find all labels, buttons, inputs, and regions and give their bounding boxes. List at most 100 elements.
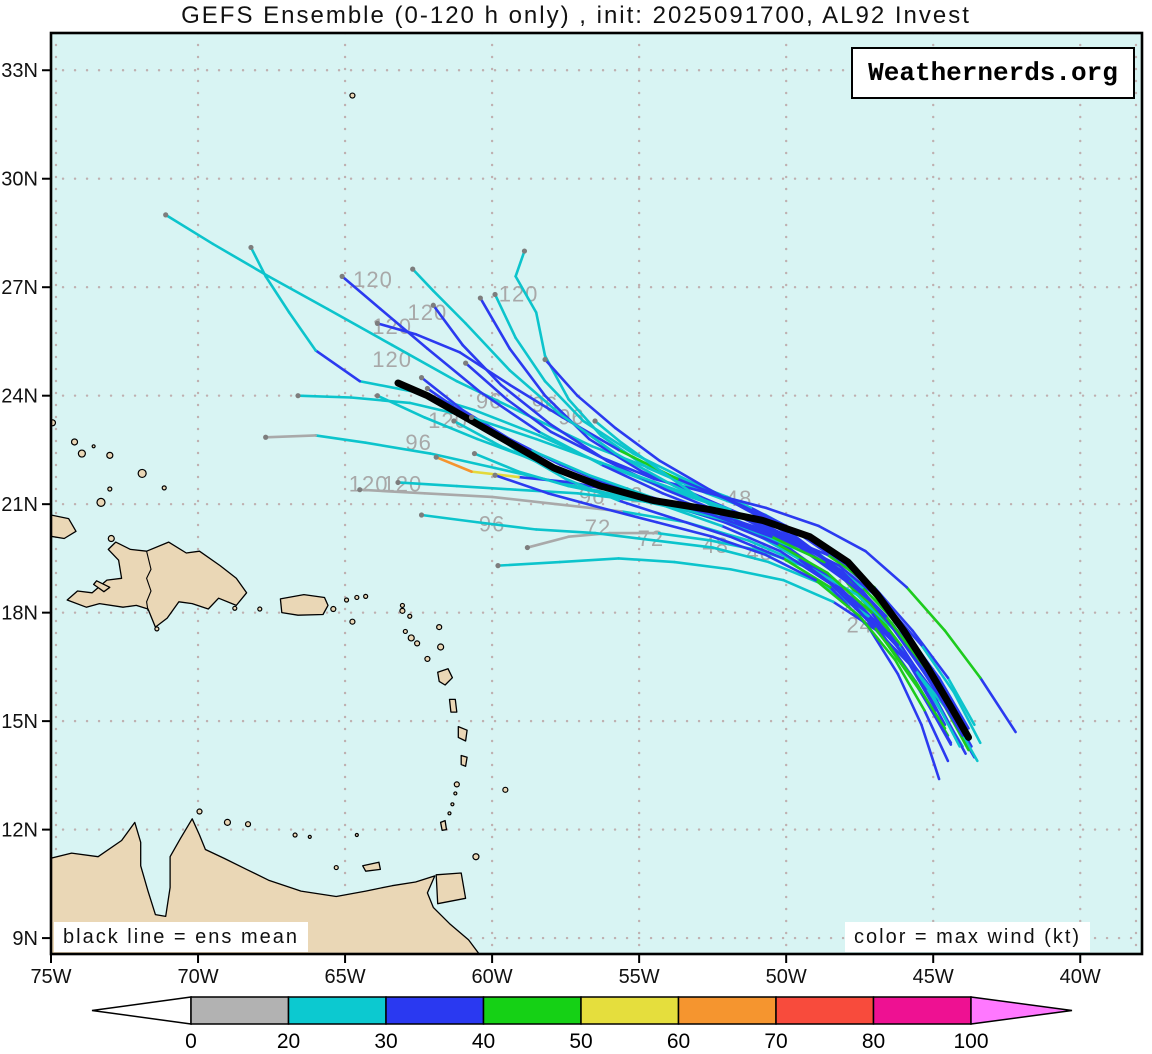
- land-hispaniola: [66, 541, 248, 628]
- x-axis-tick-label: 40W: [1060, 966, 1101, 988]
- colorbar-tick-label: 70: [764, 1030, 787, 1053]
- colorbar-tick-label: 60: [667, 1030, 690, 1053]
- island-la-blanquilla: [354, 832, 359, 838]
- land-trinidad: [435, 872, 467, 905]
- colorbar-tick-label: 30: [374, 1030, 397, 1053]
- island-little-inagua: [107, 486, 113, 492]
- haiti-dr-border: [146, 551, 152, 611]
- island-antigua: [437, 643, 445, 651]
- island-tortola: [354, 594, 360, 601]
- land-st-lucia: [460, 754, 468, 767]
- colorbar: 0 20 30 40 50 60 70 80 100: [91, 996, 1073, 1053]
- island-mayaguana: [106, 451, 114, 459]
- island-nevis: [414, 640, 421, 647]
- island-st-vincent: [453, 781, 460, 788]
- colorbar-segment: [287, 996, 387, 1025]
- colorbar-tick-label: 80: [862, 1030, 885, 1053]
- watermark-text: Weathernerds.org: [868, 58, 1118, 88]
- colorbar-segment: [872, 996, 972, 1025]
- y-axis-tick-label: 12N: [1, 820, 38, 842]
- island-bonaire: [244, 821, 252, 828]
- land-gonave: [92, 580, 111, 593]
- colorbar-segment: [580, 996, 680, 1025]
- watermark-box: Weathernerds.org: [851, 47, 1135, 99]
- colorbar-tick-label: 0: [185, 1030, 197, 1053]
- island-la-orchila: [307, 834, 312, 839]
- landmasses: [51, 92, 509, 954]
- color-scale-legend-text: color = max wind (kt): [854, 925, 1082, 948]
- ensemble-track: [426, 387, 944, 701]
- island-st-croix: [349, 618, 356, 625]
- island-saona: [232, 605, 238, 611]
- colorbar-tick-label: 40: [472, 1030, 495, 1053]
- ensemble-track: [376, 394, 947, 730]
- x-axis-tick-label: 60W: [472, 966, 513, 988]
- land-cuba-tip: [51, 514, 77, 540]
- hour-label: 120: [499, 282, 539, 307]
- island-st-kitts: [407, 634, 415, 642]
- land-guadeloupe: [437, 668, 454, 686]
- mean-line-legend: black line = ens mean: [54, 922, 309, 952]
- island-mona: [257, 606, 263, 612]
- colorbar-left-arrow: [91, 996, 192, 1025]
- colorbar-tick-label: 100: [953, 1030, 988, 1053]
- island-st-martin: [399, 607, 406, 614]
- island-beata: [154, 626, 160, 632]
- colorbar-segment: [482, 996, 582, 1025]
- island-grand-turk: [161, 485, 167, 491]
- x-axis-tick-label: 65W: [325, 966, 366, 988]
- island-curacao: [223, 818, 232, 826]
- land-puerto-rico: [279, 593, 329, 616]
- island-tobago: [472, 853, 480, 861]
- ensemble-track: [493, 473, 950, 763]
- land-dominica: [448, 698, 458, 713]
- island-aruba: [196, 808, 203, 815]
- island-virgin-gorda: [363, 593, 369, 599]
- y-axis-tick-label: 15N: [1, 711, 38, 733]
- island-st-barth: [407, 613, 413, 619]
- ensemble-member-tracks: [164, 213, 1017, 781]
- graticule: [51, 33, 1142, 954]
- island-great-inagua: [96, 497, 106, 507]
- island-vieques: [330, 605, 337, 613]
- island-crooked: [70, 438, 79, 446]
- colorbar-right-arrow: [970, 996, 1073, 1025]
- ocean-background: [51, 33, 1142, 954]
- land-grenada: [439, 819, 448, 831]
- island-caicos: [137, 468, 147, 479]
- island-montserrat: [424, 655, 431, 663]
- mean-line-legend-text: black line = ens mean: [63, 925, 300, 948]
- x-axis-tick-label: 50W: [766, 966, 807, 988]
- y-axis-tick-label: 33N: [1, 60, 38, 82]
- colorbar-segment: [190, 996, 290, 1025]
- y-axis-tick-label: 18N: [1, 603, 38, 625]
- land-margarita: [362, 861, 382, 872]
- island-barbados: [502, 786, 509, 793]
- colorbar-segment: [775, 996, 875, 1025]
- colorbar-tick-label: 50: [569, 1030, 592, 1053]
- hour-label: 120: [372, 347, 412, 372]
- island-st-eustatius: [402, 628, 408, 635]
- land-martinique: [457, 725, 468, 742]
- island-plana-cays: [91, 444, 96, 449]
- colorbar-segment: [677, 996, 777, 1025]
- y-axis-tick-label: 24N: [1, 386, 38, 408]
- hour-label: 120: [353, 267, 393, 292]
- x-axis-tick-label: 75W: [30, 966, 71, 988]
- island-acklins: [77, 449, 86, 458]
- x-axis-tick-label: 45W: [913, 966, 954, 988]
- y-axis-tick-label: 27N: [1, 277, 38, 299]
- island-tortuga: [107, 534, 115, 543]
- colorbar-tick-label: 20: [277, 1030, 300, 1053]
- color-scale-legend: color = max wind (kt): [845, 922, 1091, 952]
- island-anguilla: [399, 602, 406, 609]
- colorbar-segment: [385, 996, 485, 1025]
- island-bequia: [453, 791, 458, 796]
- island-carriacou: [447, 811, 452, 816]
- ensemble-mean-line: [394, 379, 972, 741]
- axis-labels: 33N 30N 27N 24N 21N 18N 15N 12N 9N 75W 70W 65W 60W 55…: [1, 60, 1101, 988]
- island-los-roques: [292, 832, 298, 838]
- island-la-tortuga: [333, 864, 339, 871]
